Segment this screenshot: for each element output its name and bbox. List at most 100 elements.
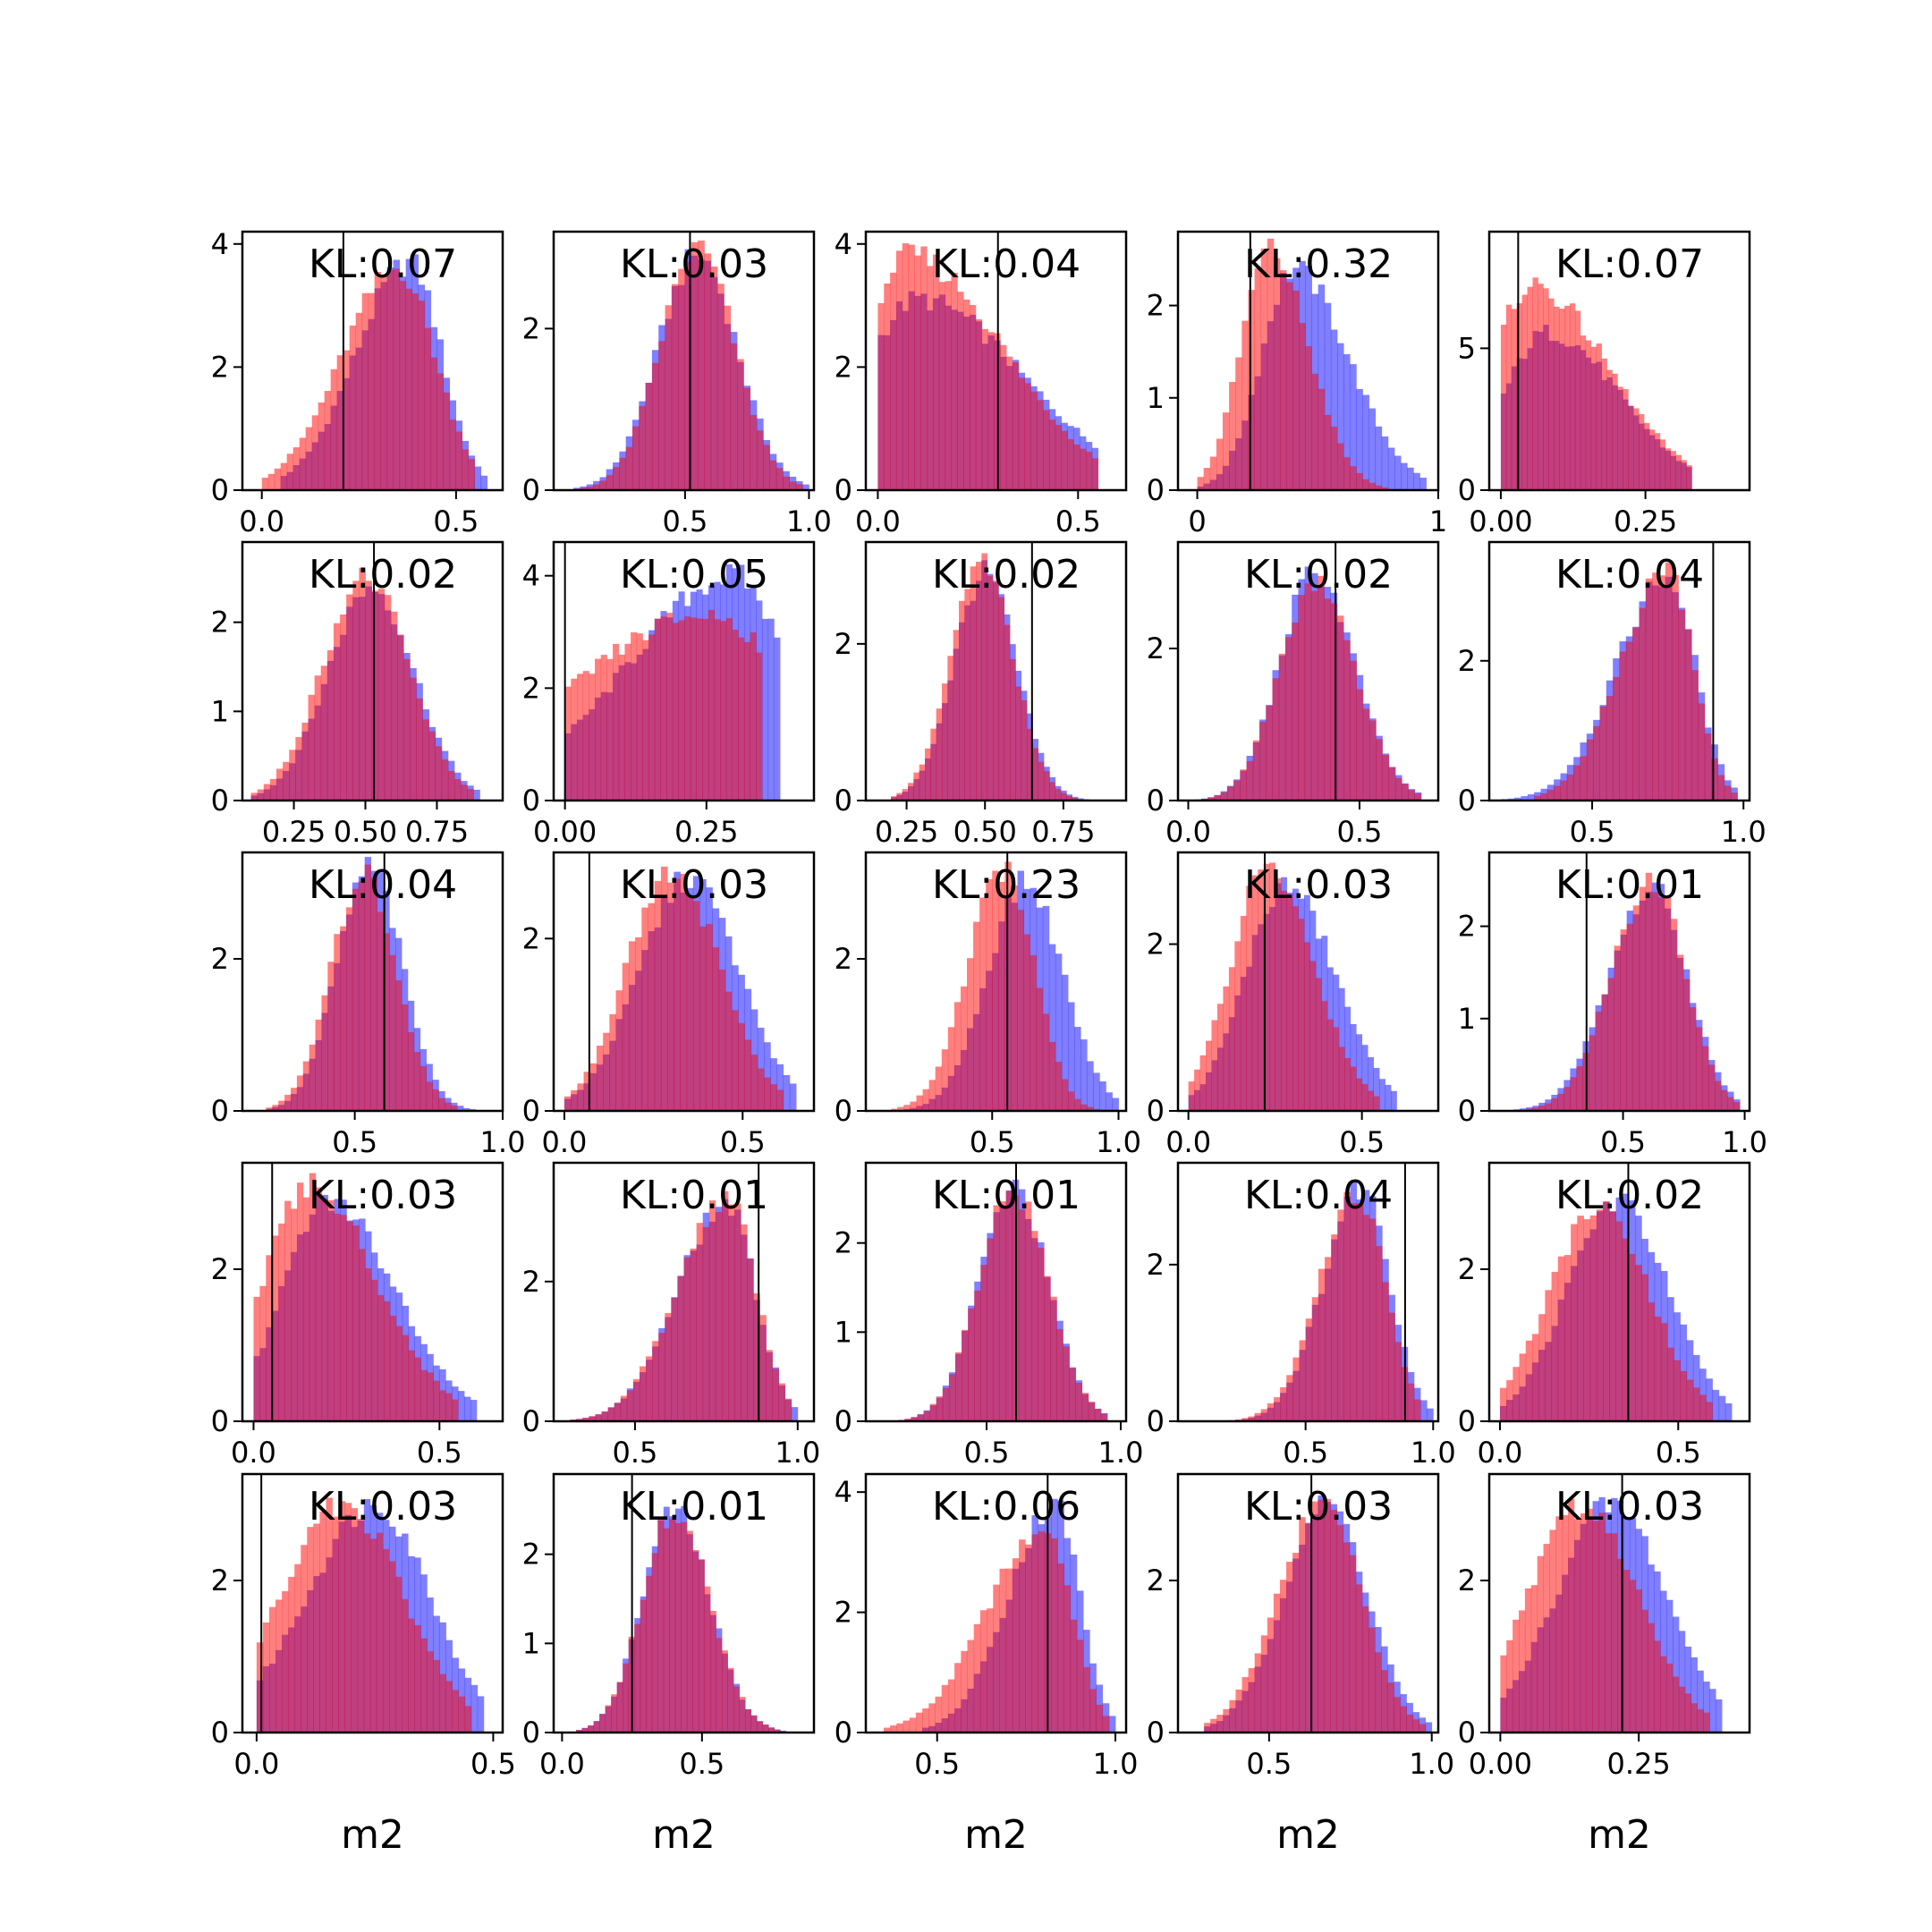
hist-bar-red <box>614 1402 622 1421</box>
hist-bar-red <box>1102 1716 1110 1733</box>
hist-bar-red <box>979 1610 987 1733</box>
hist-bar-red <box>1343 640 1351 801</box>
y-tick-label: 2 <box>835 1596 852 1630</box>
hist-bar-red <box>1614 945 1622 1111</box>
hist-bar-red <box>684 261 692 490</box>
hist-bar-red <box>632 1378 640 1421</box>
hist-bar-red <box>725 618 733 801</box>
hist-bar-red <box>768 1727 775 1733</box>
hist-bar-red <box>757 1721 764 1733</box>
hist-bar-blue <box>1061 974 1069 1111</box>
hist-bar-red <box>352 888 360 1111</box>
hist-bar-red <box>441 759 449 801</box>
hist-bar-red <box>1717 775 1725 801</box>
hist-bar-red <box>324 391 332 490</box>
hist-bar-red <box>1038 761 1045 801</box>
hist-bar-red <box>684 616 691 801</box>
hist-bar-red <box>1521 294 1528 490</box>
hist-bar-red <box>371 590 379 801</box>
hist-bar-red <box>1557 1093 1564 1111</box>
hist-bar-red <box>970 566 977 801</box>
hist-bar-red <box>784 1398 792 1421</box>
hist-bar-red <box>334 1213 341 1421</box>
hist-bar-red <box>1554 306 1560 490</box>
hist-bar-red <box>743 387 751 490</box>
hist-bar-blue <box>1379 1079 1385 1111</box>
hist-bar-red <box>1043 410 1050 490</box>
hist-bar-red <box>269 778 277 801</box>
hist-bar-red <box>609 1013 616 1111</box>
hist-bar-red <box>1248 1416 1255 1421</box>
hist-bar-red <box>766 1350 773 1421</box>
hist-bar-red <box>1589 1215 1597 1421</box>
hist-bar-blue <box>1420 1400 1428 1421</box>
hist-bar-red <box>645 382 653 490</box>
axes-frame <box>1176 230 1440 492</box>
hist-bar-red <box>976 562 982 801</box>
hist-bar-red <box>1596 1209 1604 1421</box>
plot-area <box>891 852 1119 1111</box>
hist-bar-red <box>957 292 964 490</box>
hist-bar-red <box>935 1066 943 1111</box>
hist-bar-red <box>380 275 388 490</box>
hist-bar-blue <box>1425 1722 1433 1733</box>
hist-bar-red <box>1628 405 1634 490</box>
hist-bar-red <box>1272 678 1280 801</box>
hist-bar-red <box>1368 1218 1377 1421</box>
hist-bar-red <box>432 1089 439 1111</box>
hist-bar-red <box>1373 1096 1380 1111</box>
hist-bar-red <box>775 468 784 490</box>
hist-bar-red <box>1674 1360 1681 1421</box>
hist-bar-red <box>1254 1412 1262 1421</box>
hist-bar-red <box>422 719 429 801</box>
hist-bar-red <box>938 282 946 490</box>
hist-bar-blue <box>1324 302 1332 490</box>
hist-bar-red <box>1267 1402 1275 1421</box>
hist-bar-red <box>344 1503 352 1733</box>
hist-bar-red <box>896 792 903 801</box>
hist-bar-red <box>1590 346 1597 490</box>
hist-bar-blue <box>1387 447 1395 490</box>
hist-bar-red <box>309 1044 316 1111</box>
y-tick-label: 0 <box>1458 784 1476 818</box>
hist-bar-red <box>967 958 974 1111</box>
hist-bar-red <box>925 748 931 801</box>
hist-bar-red <box>1666 1663 1674 1733</box>
hist-bar-red <box>393 268 401 490</box>
hist-bar-red <box>667 882 674 1111</box>
hist-bar-red <box>1419 1724 1427 1733</box>
hist-bar-red <box>1549 1530 1556 1733</box>
x-tick-label: 0.0 <box>233 1747 279 1781</box>
hist-bar-red <box>1303 942 1310 1111</box>
hist-bar-red <box>1733 1102 1741 1111</box>
hist-bar-red <box>296 1182 304 1421</box>
hist-bar-red <box>917 1414 924 1421</box>
hist-bar-red <box>458 1696 466 1733</box>
y-tick-label: 0 <box>211 1404 229 1438</box>
hist-bar-red <box>753 1292 760 1421</box>
hist-bar-blue <box>458 1391 465 1421</box>
hist-bar-red <box>1589 1035 1596 1111</box>
kl-annotation: KL:0.04 <box>932 242 1080 287</box>
hist-bar-red <box>1639 886 1647 1111</box>
hist-bar-red <box>1667 1347 1674 1421</box>
hist-bar-red <box>319 1512 326 1733</box>
kl-annotation: KL:0.03 <box>1555 1484 1704 1530</box>
hist-bar-red <box>919 764 926 801</box>
hist-bar-red <box>932 254 940 490</box>
hist-bar-red <box>690 1248 698 1421</box>
hist-bar-red <box>1731 792 1738 801</box>
hist-bar-red <box>1500 1655 1507 1733</box>
x-tick-label: 1.0 <box>1096 1125 1141 1159</box>
axes-frame <box>864 1161 1128 1423</box>
hist-bar-red <box>593 484 600 490</box>
hist-bar-red <box>315 1187 323 1421</box>
hist-bar-red <box>658 341 665 490</box>
hist-bar-red <box>1267 1617 1275 1733</box>
hist-bar-red <box>586 486 594 490</box>
panel-24: KL:0.03 0.5 1.0 0 2 m2 <box>1147 1472 1454 1858</box>
hist-bar-red <box>294 1563 301 1733</box>
hist-bar-red <box>1551 1097 1558 1111</box>
hist-bar-red <box>1412 1719 1419 1733</box>
hist-bar-red <box>601 1411 609 1421</box>
